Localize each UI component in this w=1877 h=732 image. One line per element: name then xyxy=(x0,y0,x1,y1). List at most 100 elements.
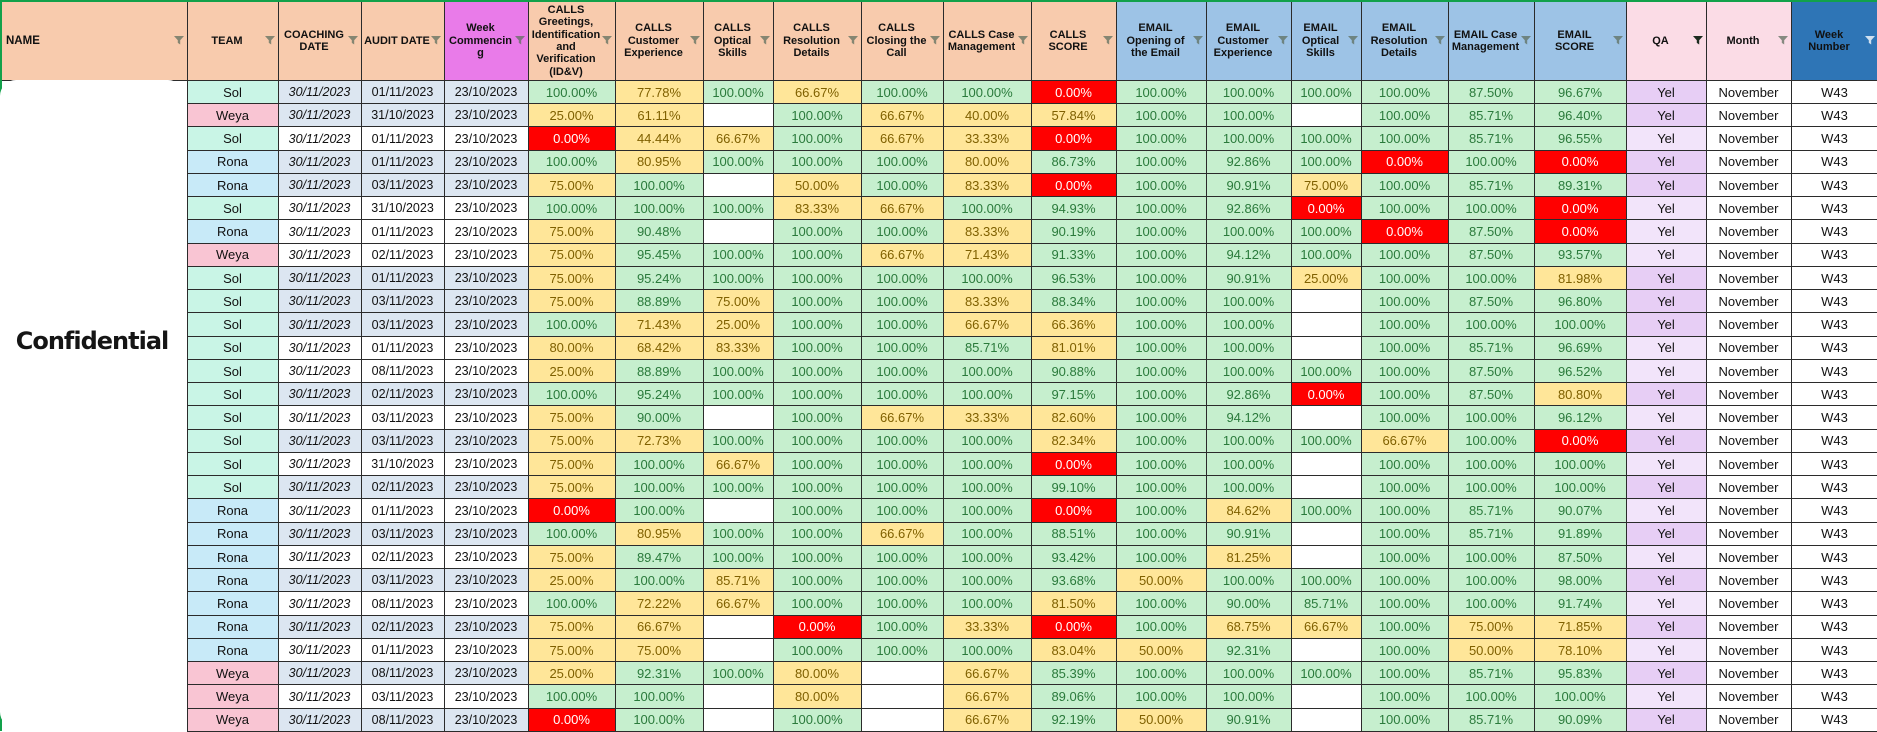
cell-month[interactable]: November xyxy=(1705,196,1792,221)
cell-qa[interactable]: Yel xyxy=(1625,451,1707,477)
cell-month[interactable]: November xyxy=(1705,289,1792,314)
cell-audit-date[interactable]: 01/11/2023 xyxy=(360,219,445,244)
cell-calls-score[interactable]: 85.39% xyxy=(1030,661,1117,686)
cell-calls-customer-experience[interactable]: 100.00% xyxy=(614,707,704,732)
cell-coaching-date[interactable]: 30/11/2023 xyxy=(277,591,362,616)
cell-month[interactable]: November xyxy=(1705,637,1792,663)
cell-email-customer-experience[interactable]: 100.00% xyxy=(1205,126,1292,151)
cell-calls-customer-experience[interactable]: 100.00% xyxy=(614,172,704,198)
cell-calls-closing-the-call[interactable]: 100.00% xyxy=(860,637,944,663)
cell-calls-case-management[interactable]: 100.00% xyxy=(942,79,1032,105)
cell-email-case-management[interactable]: 87.50% xyxy=(1447,382,1535,407)
cell-email-score[interactable]: 81.98% xyxy=(1533,265,1627,291)
cell-calls-case-management[interactable]: 100.00% xyxy=(942,521,1032,546)
cell-qa[interactable]: Yel xyxy=(1625,428,1707,453)
column-header-audit-date[interactable]: AUDIT DATE xyxy=(360,0,445,81)
cell-email-optical-skills[interactable]: 25.00% xyxy=(1290,265,1362,291)
cell-week-commencing[interactable]: 23/10/2023 xyxy=(443,451,529,477)
cell-email-opening[interactable]: 50.00% xyxy=(1115,707,1207,732)
cell-audit-date[interactable]: 08/11/2023 xyxy=(360,591,445,616)
cell-calls-closing-the-call[interactable]: 100.00% xyxy=(860,149,944,174)
cell-week-number[interactable]: W43 xyxy=(1790,568,1877,593)
cell-email-opening[interactable]: 100.00% xyxy=(1115,196,1207,221)
cell-qa[interactable]: Yel xyxy=(1625,358,1707,384)
cell-email-customer-experience[interactable]: 100.00% xyxy=(1205,312,1292,337)
cell-email-case-management[interactable]: 87.50% xyxy=(1447,289,1535,314)
cell-qa[interactable]: Yel xyxy=(1625,312,1707,337)
cell-week-number[interactable]: W43 xyxy=(1790,428,1877,453)
cell-calls-score[interactable]: 82.60% xyxy=(1030,405,1117,430)
cell-email-resolution-details[interactable]: 100.00% xyxy=(1360,335,1449,360)
cell-email-opening[interactable]: 100.00% xyxy=(1115,126,1207,151)
cell-team[interactable]: Sol xyxy=(186,335,279,360)
cell-calls-optical-skills[interactable]: 100.00% xyxy=(702,428,774,453)
cell-email-opening[interactable]: 100.00% xyxy=(1115,684,1207,709)
cell-email-resolution-details[interactable]: 100.00% xyxy=(1360,103,1449,128)
cell-calls-case-management[interactable]: 100.00% xyxy=(942,544,1032,570)
cell-audit-date[interactable]: 08/11/2023 xyxy=(360,358,445,384)
cell-email-resolution-details[interactable]: 100.00% xyxy=(1360,637,1449,663)
cell-email-score[interactable]: 91.74% xyxy=(1533,591,1627,616)
cell-coaching-date[interactable]: 30/11/2023 xyxy=(277,265,362,291)
cell-coaching-date[interactable]: 30/11/2023 xyxy=(277,661,362,686)
cell-calls-customer-experience[interactable]: 95.24% xyxy=(614,265,704,291)
cell-calls-closing-the-call[interactable]: 100.00% xyxy=(860,451,944,477)
cell-email-customer-experience[interactable]: 68.75% xyxy=(1205,614,1292,639)
cell-calls-idv[interactable]: 100.00% xyxy=(527,149,616,174)
cell-email-score[interactable]: 91.89% xyxy=(1533,521,1627,546)
cell-calls-case-management[interactable]: 100.00% xyxy=(942,358,1032,384)
cell-coaching-date[interactable]: 30/11/2023 xyxy=(277,405,362,430)
cell-week-commencing[interactable]: 23/10/2023 xyxy=(443,707,529,732)
cell-email-optical-skills[interactable]: 100.00% xyxy=(1290,428,1362,453)
cell-calls-case-management[interactable]: 66.67% xyxy=(942,684,1032,709)
cell-calls-idv[interactable]: 100.00% xyxy=(527,196,616,221)
cell-team[interactable]: Sol xyxy=(186,405,279,430)
cell-calls-optical-skills[interactable] xyxy=(702,684,774,709)
cell-week-number[interactable]: W43 xyxy=(1790,451,1877,477)
cell-email-resolution-details[interactable]: 100.00% xyxy=(1360,289,1449,314)
cell-week-commencing[interactable]: 23/10/2023 xyxy=(443,149,529,174)
cell-month[interactable]: November xyxy=(1705,126,1792,151)
cell-email-optical-skills[interactable]: 100.00% xyxy=(1290,242,1362,267)
cell-week-number[interactable]: W43 xyxy=(1790,79,1877,105)
cell-coaching-date[interactable]: 30/11/2023 xyxy=(277,568,362,593)
cell-team[interactable]: Weya xyxy=(186,684,279,709)
cell-calls-score[interactable]: 0.00% xyxy=(1030,498,1117,523)
cell-calls-customer-experience[interactable]: 95.45% xyxy=(614,242,704,267)
cell-email-score[interactable]: 0.00% xyxy=(1533,219,1627,244)
cell-calls-optical-skills[interactable]: 100.00% xyxy=(702,79,774,105)
cell-email-customer-experience[interactable]: 100.00% xyxy=(1205,358,1292,384)
cell-calls-customer-experience[interactable]: 80.95% xyxy=(614,521,704,546)
filter-dropdown-icon[interactable] xyxy=(847,34,860,47)
cell-audit-date[interactable]: 02/11/2023 xyxy=(360,544,445,570)
cell-email-resolution-details[interactable]: 100.00% xyxy=(1360,591,1449,616)
cell-email-score[interactable]: 0.00% xyxy=(1533,149,1627,174)
cell-email-optical-skills[interactable]: 75.00% xyxy=(1290,172,1362,198)
filter-dropdown-icon[interactable] xyxy=(689,34,702,47)
cell-calls-score[interactable]: 90.88% xyxy=(1030,358,1117,384)
cell-email-optical-skills[interactable]: 0.00% xyxy=(1290,382,1362,407)
cell-month[interactable]: November xyxy=(1705,568,1792,593)
cell-email-opening[interactable]: 100.00% xyxy=(1115,358,1207,384)
cell-audit-date[interactable]: 03/11/2023 xyxy=(360,521,445,546)
cell-calls-optical-skills[interactable] xyxy=(702,405,774,430)
cell-calls-score[interactable]: 91.33% xyxy=(1030,242,1117,267)
cell-email-opening[interactable]: 100.00% xyxy=(1115,265,1207,291)
cell-week-number[interactable]: W43 xyxy=(1790,661,1877,686)
cell-calls-resolution-details[interactable]: 100.00% xyxy=(772,637,862,663)
cell-calls-idv[interactable]: 75.00% xyxy=(527,637,616,663)
cell-calls-customer-experience[interactable]: 100.00% xyxy=(614,568,704,593)
confidential-overlay[interactable]: Confidential xyxy=(0,80,184,728)
cell-month[interactable]: November xyxy=(1705,498,1792,523)
cell-week-number[interactable]: W43 xyxy=(1790,684,1877,709)
cell-team[interactable]: Rona xyxy=(186,591,279,616)
column-header-calls-score[interactable]: CALLS SCORE xyxy=(1030,0,1117,81)
cell-email-customer-experience[interactable]: 100.00% xyxy=(1205,335,1292,360)
cell-calls-score[interactable]: 93.42% xyxy=(1030,544,1117,570)
cell-email-score[interactable]: 96.80% xyxy=(1533,289,1627,314)
cell-coaching-date[interactable]: 30/11/2023 xyxy=(277,451,362,477)
cell-week-commencing[interactable]: 23/10/2023 xyxy=(443,661,529,686)
cell-email-customer-experience[interactable]: 92.86% xyxy=(1205,382,1292,407)
cell-audit-date[interactable]: 03/11/2023 xyxy=(360,568,445,593)
cell-email-resolution-details[interactable]: 100.00% xyxy=(1360,684,1449,709)
